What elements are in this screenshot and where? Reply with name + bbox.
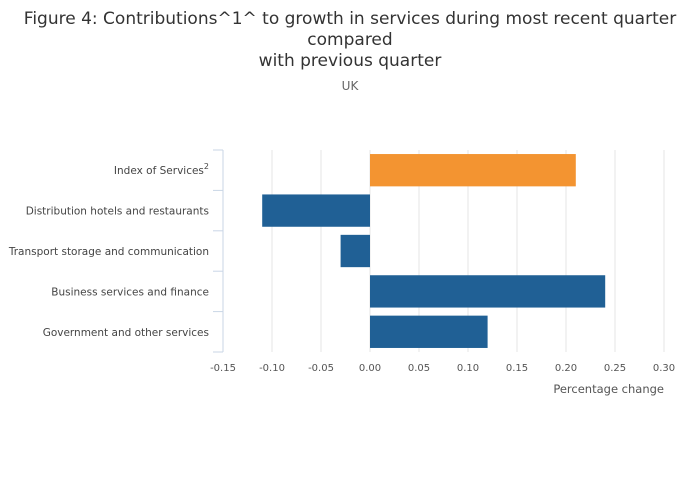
bar: [370, 154, 576, 187]
chart-title: Figure 4: Contributions^1^ to growth in …: [24, 9, 676, 71]
x-tick-label: -0.15: [210, 363, 236, 374]
y-axis: Index of Services2 Distribution hotels an…: [8, 149, 224, 353]
chart-title-line: Figure 4: Contributions^1^ to growth in …: [24, 9, 676, 29]
x-tick-label: -0.10: [259, 363, 285, 374]
x-tick-label: 0.10: [457, 363, 479, 374]
category-label: Business services and finance: [51, 286, 209, 298]
x-tick-label: -0.05: [308, 363, 334, 374]
category-label-text: Business services and finance: [51, 286, 209, 298]
x-tick-label: 0.25: [604, 363, 626, 374]
category-label: Index of Services2: [114, 162, 209, 177]
bar: [262, 194, 370, 227]
category-label-text: Index of Services: [114, 165, 204, 177]
bars: [262, 154, 606, 348]
x-tick-label: 0.05: [408, 363, 430, 374]
category-label-text: Distribution hotels and restaurants: [26, 206, 209, 218]
chart-title-line: compared: [307, 30, 392, 50]
bar: [370, 315, 488, 348]
x-tick-label: 0.30: [653, 363, 675, 374]
category-label-text: Government and other services: [43, 327, 209, 339]
x-tick-label: 0.00: [359, 363, 381, 374]
category-label: Government and other services: [43, 327, 209, 339]
category-label: Transport storage and communication: [8, 246, 209, 258]
category-label-superscript: 2: [204, 162, 209, 171]
category-label: Distribution hotels and restaurants: [26, 206, 209, 218]
chart-subtitle: UK: [342, 79, 360, 93]
x-axis-title: Percentage change: [553, 382, 664, 396]
category-label-text: Transport storage and communication: [8, 246, 209, 258]
bar: [340, 234, 370, 268]
bar: [370, 275, 606, 308]
x-tick-label: 0.15: [506, 363, 528, 374]
x-axis-ticks: -0.15 -0.10 -0.05 0.00 0.05 0.10 0.15 0.20 0.25 0…: [210, 363, 675, 374]
x-tick-label: 0.20: [555, 363, 577, 374]
chart-title-line: with previous quarter: [259, 51, 442, 71]
